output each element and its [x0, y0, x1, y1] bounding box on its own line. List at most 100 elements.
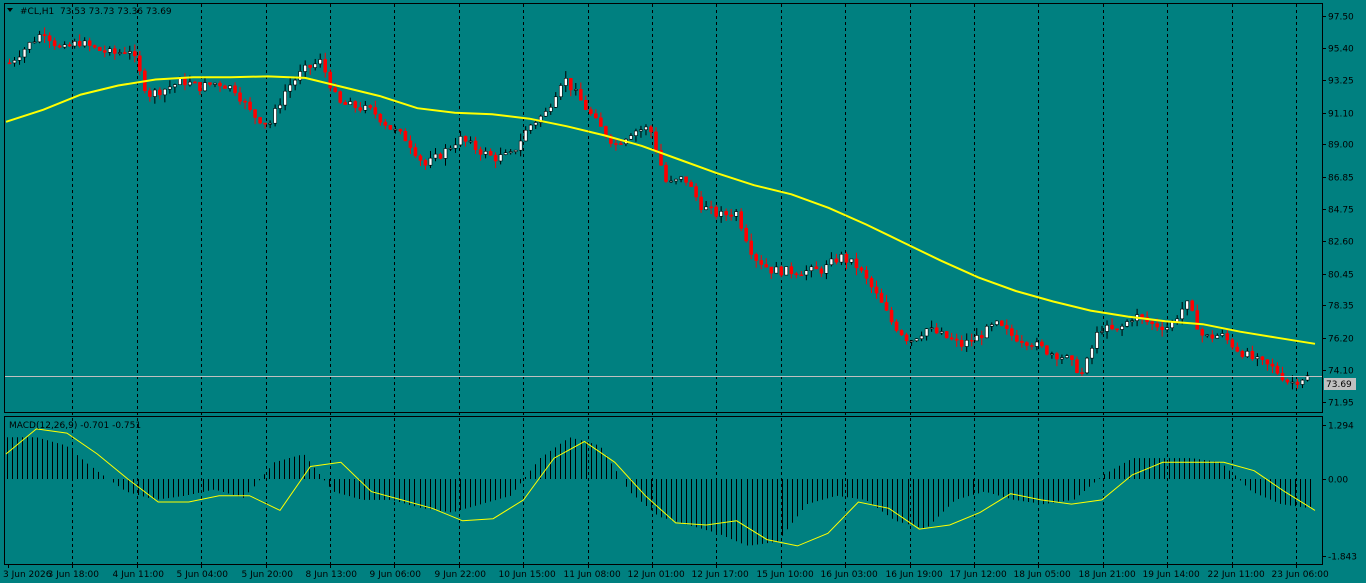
price-label: 86.85 — [1328, 174, 1354, 184]
time-label: 4 Jun 11:00 — [113, 570, 165, 580]
candle-body — [1075, 359, 1079, 373]
time-label: 22 Jun 11:00 — [1208, 570, 1265, 580]
candle-body — [368, 105, 373, 108]
candle-body — [1050, 353, 1054, 356]
candle-body — [1155, 323, 1159, 328]
candle-body — [599, 117, 603, 127]
candle-body — [589, 109, 593, 114]
candle-body — [198, 81, 202, 92]
candle-body — [363, 105, 368, 111]
candle-body — [238, 92, 242, 102]
macd-plot[interactable] — [5, 428, 1316, 547]
time-label: 10 Jun 15:00 — [499, 570, 556, 580]
candle-body — [1030, 345, 1034, 347]
candle-body — [799, 274, 804, 277]
candle-body — [488, 151, 493, 156]
candle-body — [749, 240, 754, 255]
candle-body — [1105, 324, 1109, 332]
time-label: 12 Jun 17:00 — [692, 570, 749, 580]
candle-body — [273, 108, 277, 124]
time-label: 23 Jun 06:00 — [1272, 570, 1329, 580]
candle-body — [503, 152, 508, 155]
candle-body — [348, 101, 353, 105]
time-label: 5 Jun 20:00 — [242, 570, 294, 580]
candle-body — [884, 302, 889, 311]
candle-body — [914, 338, 919, 342]
candle-body — [253, 109, 257, 118]
candle-body — [579, 89, 583, 101]
candle-body — [669, 180, 673, 183]
candle-body — [378, 113, 383, 123]
candle-body — [1255, 356, 1260, 360]
candle-body — [533, 122, 538, 126]
candle-body — [398, 128, 403, 132]
candle-body — [1235, 346, 1240, 352]
candle-body — [849, 258, 854, 263]
candle-body — [1270, 363, 1275, 367]
candle-body — [919, 335, 924, 340]
time-label: 15 Jun 10:00 — [757, 570, 814, 580]
candle-body — [493, 154, 498, 162]
candle-body — [729, 214, 733, 217]
dropdown-triangle-icon[interactable] — [7, 8, 13, 12]
candle-body — [468, 140, 473, 143]
candle-body — [52, 40, 57, 47]
candle-body — [1245, 350, 1250, 357]
macd-label: 0.00 — [1328, 476, 1348, 486]
candle-body — [1090, 347, 1094, 359]
candle-body — [1080, 372, 1084, 374]
candle-body — [989, 324, 994, 327]
candle-body — [168, 86, 172, 90]
candle-body — [689, 181, 693, 187]
candle-body — [62, 44, 67, 48]
candle-body — [203, 82, 207, 92]
candle-body — [839, 253, 844, 263]
candle-body — [739, 211, 743, 229]
symbol-header[interactable]: #CL,H1 73.53 73.73 73.36 73.69 — [7, 7, 172, 17]
candle-body — [619, 143, 623, 145]
candle-body — [558, 85, 563, 98]
price-label: 82.60 — [1328, 238, 1354, 248]
candle-body — [358, 107, 363, 111]
candle-body — [1110, 324, 1114, 330]
candle-body — [448, 147, 453, 150]
candle-body — [894, 321, 899, 331]
candle-body — [1285, 379, 1290, 383]
time-label: 12 Jun 01:00 — [628, 570, 685, 580]
candle-body — [649, 126, 653, 133]
candle-body — [904, 334, 909, 342]
candle-body — [979, 335, 984, 339]
candle-body — [568, 78, 573, 91]
candle-body — [233, 85, 237, 94]
candle-body — [27, 42, 32, 50]
candle-body — [834, 258, 839, 263]
candle-body — [77, 41, 82, 47]
price-plot[interactable] — [5, 27, 1322, 390]
price-label: 71.95 — [1328, 399, 1354, 409]
candle-body — [333, 87, 338, 92]
price-axis[interactable]: 97.50 95.40 93.25 91.10 89.00 86.85 84.75 82.60… — [1322, 13, 1354, 409]
candle-body — [318, 59, 323, 65]
candle-body — [674, 178, 678, 182]
candle-body — [764, 264, 769, 268]
candle-body — [774, 266, 779, 274]
candle-body — [929, 327, 934, 330]
candle-body — [1165, 327, 1169, 330]
candle-body — [824, 264, 829, 274]
price-pane-frame — [4, 3, 1323, 413]
time-label: 18 Jun 21:00 — [1079, 570, 1136, 580]
candle-body — [563, 78, 568, 86]
candle-body — [463, 136, 468, 142]
candle-body — [82, 40, 87, 47]
price-label: 91.10 — [1328, 110, 1354, 120]
candle-body — [188, 81, 192, 86]
candle-body — [438, 153, 443, 159]
candle-body — [132, 51, 137, 57]
candle-body — [127, 51, 132, 54]
candle-body — [473, 140, 478, 151]
candle-body — [699, 196, 703, 210]
candle-body — [1040, 341, 1044, 347]
